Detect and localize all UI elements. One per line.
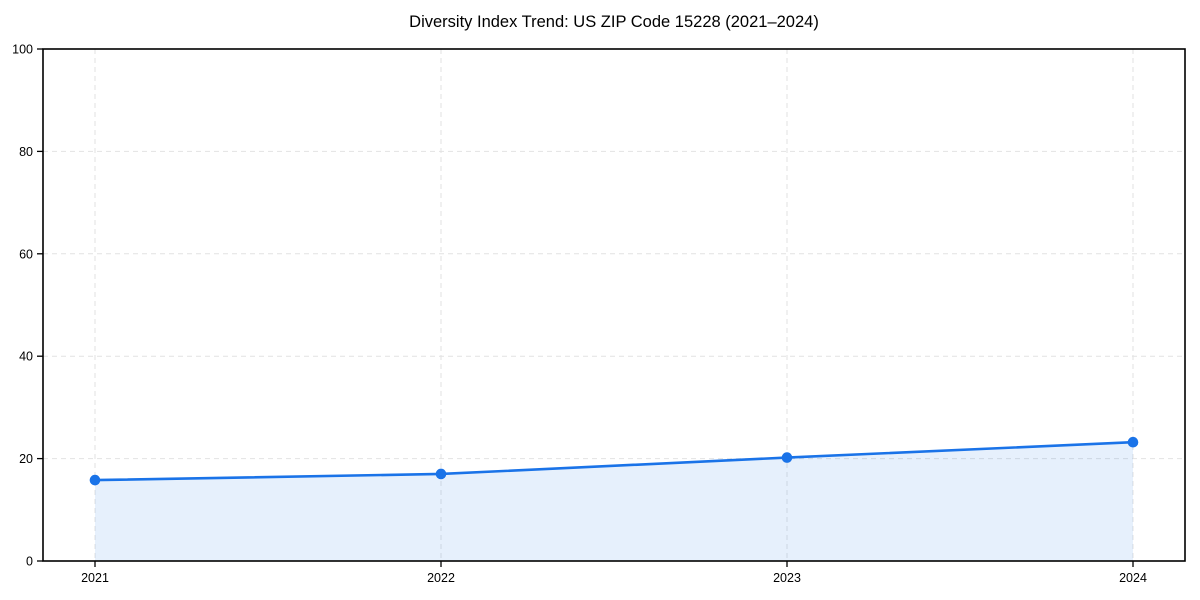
y-tick-label-0: 0	[26, 555, 33, 569]
data-point-2022	[435, 468, 447, 480]
data-point-2023	[781, 452, 793, 463]
y-tick-label-40: 40	[19, 350, 33, 364]
trend-line	[93, 440, 1135, 482]
data-point-2021	[89, 474, 101, 486]
x-tick-label-2023: 2023	[773, 571, 801, 585]
plot-border	[42, 48, 1186, 562]
y-tick-label-20: 20	[19, 452, 33, 466]
x-tick-label-2022: 2022	[427, 571, 455, 585]
x-tick-label-2021: 2021	[81, 571, 109, 585]
data-point-2024	[1127, 436, 1139, 448]
y-tick-label-80: 80	[19, 145, 33, 159]
y-tick-label-100: 100	[12, 43, 33, 57]
y-tick-label-60: 60	[19, 247, 33, 261]
area-fill	[95, 442, 1133, 561]
x-tick-label-2024: 2024	[1119, 571, 1147, 585]
chart-title: Diversity Index Trend: US ZIP Code 15228…	[409, 13, 819, 31]
